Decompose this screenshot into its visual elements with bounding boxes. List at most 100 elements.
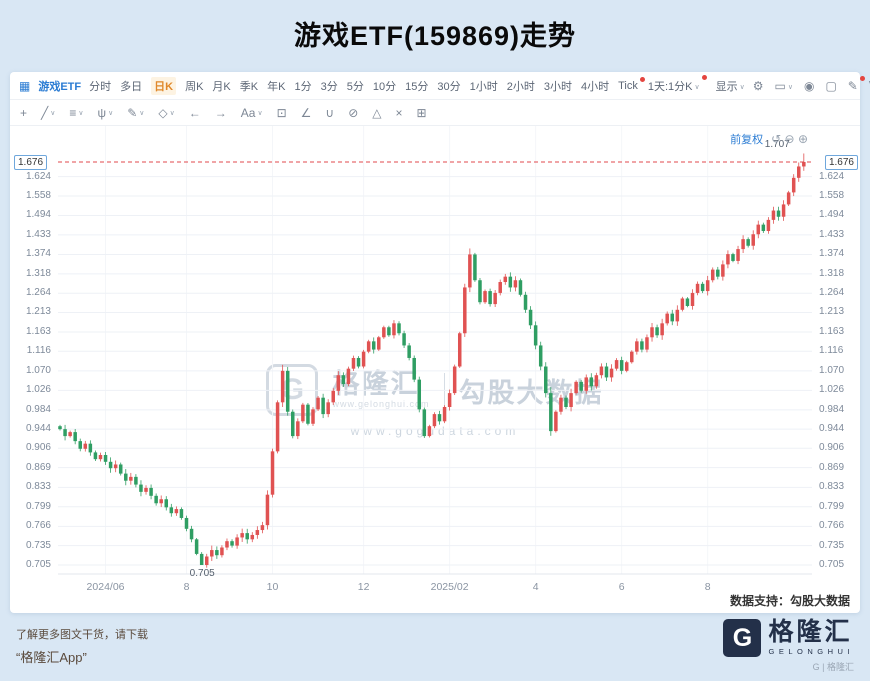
timeframe-分时[interactable]: 分时 [89,80,112,93]
main-toolbar: ▦ 游戏ETF 分时 多日 日K 周K 月K 季K 年K 1分 3分 5分 10分 15分 30分 1小时… [10,72,870,100]
timeframe-日K[interactable]: 日K [151,76,177,95]
notification-dot [859,75,865,81]
x-axis-label: 10 [266,581,279,593]
brush-tool-icon[interactable]: ✎ ∨ [127,105,145,120]
adjust-mode-controls[interactable]: 前复权 ↺ ⊖ ⊕ [730,131,808,147]
promo-line2: “格隆汇App” [16,649,87,665]
text-tool-icon[interactable]: Aa ∨ [240,105,263,120]
y-axis-label: 1.213 [819,306,845,318]
arrow-right-icon[interactable]: → [214,105,227,120]
timeframe-1小时[interactable]: 1小时 [469,80,498,93]
layout-icon[interactable]: ▭ ∨ [774,78,793,93]
left-price-axis[interactable]: 1.624 1.558 1.494 1.433 1.374 1.318 1.264 1.213… [10,126,56,615]
y-axis-label: 0.833 [25,481,51,493]
comment-tool-icon[interactable]: ⊡ [276,105,287,120]
brand-name: 格隆汇 [768,618,853,647]
y-axis-label: 1.494 [819,209,845,221]
y-axis-label: 0.869 [25,461,51,473]
y-axis-label: 1.318 [25,267,51,279]
y-axis-label: 1.264 [819,287,845,299]
settings-icon[interactable]: ⚙ [752,78,764,93]
pitchfork-tool-icon[interactable]: ψ ∨ [97,105,114,120]
y-axis-label: 1.624 [25,170,51,182]
compare-vs-label[interactable]: VS [869,80,870,91]
timeframe-10分[interactable]: 10分 [372,80,397,93]
display-label: 显示 [715,80,738,93]
y-axis-label: 1.433 [25,228,51,240]
theme-icon[interactable]: ▢ [825,78,837,93]
chevron-down-icon: ∨ [78,109,84,117]
x-axis-label: 6 [618,581,625,593]
timeframe-3分[interactable]: 3分 [320,80,338,93]
promo-line1: 了解更多图文干货，请下载 [16,629,148,641]
chevron-down-icon: ∨ [739,83,745,91]
zoom-out-icon[interactable]: ⊖ [784,132,798,146]
interval-dropdown[interactable]: 1天:1分K ∨ [648,74,707,94]
current-price-label-left: 1.676 [14,155,48,170]
y-axis-label: 1.624 [819,170,845,182]
y-axis-label: 1.116 [26,345,51,357]
timeframe-季K[interactable]: 季K [239,80,259,93]
timeframe-多日[interactable]: 多日 [120,80,143,93]
watchlist-icon[interactable]: ▦ [19,78,31,93]
y-axis-label: 1.374 [819,248,845,260]
chevron-down-icon: ∨ [139,109,145,117]
y-axis-label: 0.766 [25,520,51,532]
low-price-annotation: 0.705 [189,568,215,579]
chevron-down-icon: ∨ [694,83,700,91]
timeframe-周K[interactable]: 周K [185,80,204,93]
arrow-left-icon[interactable]: ← [188,105,201,120]
timeframe-Tick[interactable]: Tick [618,76,645,92]
edit-icon[interactable]: ✎ [848,75,865,93]
candlestick-canvas[interactable] [58,126,812,581]
cursor-tool-icon[interactable]: + [20,105,28,120]
undo-icon[interactable]: ↺ [771,132,785,146]
eraser-tool-icon[interactable]: ⊘ [348,105,359,120]
timeframe-4小时[interactable]: 4小时 [580,80,610,93]
chart-corner-icons: ↺ ⊖ ⊕ [771,132,808,146]
timeframe-年K[interactable]: 年K [267,80,286,93]
y-axis-label: 1.026 [25,384,51,396]
timeframe-30分[interactable]: 30分 [437,80,461,93]
camera-icon[interactable]: ◉ [803,78,815,93]
display-dropdown[interactable]: 显示 ∨ [716,78,745,94]
y-axis-label: 1.163 [25,326,51,338]
timeframe-1分[interactable]: 1分 [294,80,312,93]
gelonghui-logo: G [723,619,762,657]
timeframe-5分[interactable]: 5分 [346,80,364,93]
y-axis-label: 0.766 [819,520,845,532]
y-axis-label: 0.944 [819,423,845,435]
magnet-tool-icon[interactable]: ∪ [325,105,335,120]
y-axis-label: 1.494 [25,209,51,221]
timeframe-月K[interactable]: 月K [212,80,231,93]
delete-tool-icon[interactable]: × [395,105,403,120]
y-axis-label: 0.735 [25,539,51,551]
watermark-brand: 格隆汇 [332,369,420,400]
zoom-in-icon[interactable]: ⊕ [797,132,808,146]
y-axis-label: 1.163 [819,326,845,338]
right-price-axis[interactable]: 1.624 1.558 1.494 1.433 1.374 1.318 1.264 1.213… [814,126,860,615]
shapes-tool-icon[interactable]: ◇ ∨ [158,105,175,120]
y-axis-label: 0.705 [25,559,51,570]
grid-tool-icon[interactable]: ⊞ [416,105,427,120]
x-axis-label: 4 [532,581,539,593]
high-price-annotation: 1.707 [764,139,790,151]
measure-tool-icon[interactable]: ∠ [300,105,312,120]
y-axis-label: 0.705 [819,559,845,570]
fibonacci-tool-icon[interactable]: ≡ ∨ [69,105,84,120]
x-axis-label: 2024/06 [86,581,125,593]
trendline-tool-icon[interactable]: ╱ ∨ [41,105,56,120]
ruler-tool-icon[interactable]: △ [372,105,382,120]
y-axis-label: 1.026 [819,384,845,396]
drawing-toolbar: + ╱ ∨ ≡ ∨ ψ ∨ ✎ ∨ ◇ ∨ ← → Aa ∨ ⊡ ∠ ∪ ⊘ △ × ⊞ [10,100,860,126]
y-axis-label: 0.735 [819,539,845,551]
adjust-label[interactable]: 前复权 [730,134,764,146]
timeframe-15分[interactable]: 15分 [405,80,429,93]
timeframe-2小时[interactable]: 2小时 [506,80,535,93]
timeframe-3小时[interactable]: 3小时 [543,80,572,93]
symbol-name[interactable]: 游戏ETF [38,80,82,93]
candlestick-chart[interactable]: G 格隆汇 www.gelonghui.com 勾股大数据 www.goguda… [10,126,860,615]
y-axis-label: 0.799 [25,500,51,512]
data-source-note: 数据支持：勾股大数据 [729,594,850,608]
y-axis-label: 0.906 [819,442,845,454]
